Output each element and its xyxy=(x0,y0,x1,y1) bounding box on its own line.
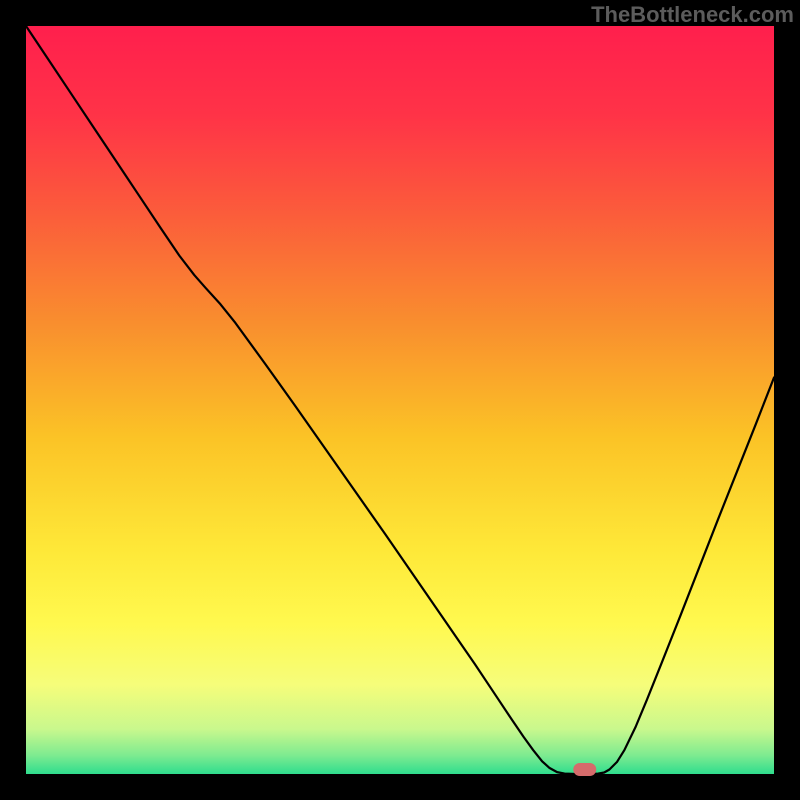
optimal-marker xyxy=(574,764,596,776)
watermark-text: TheBottleneck.com xyxy=(591,2,794,28)
